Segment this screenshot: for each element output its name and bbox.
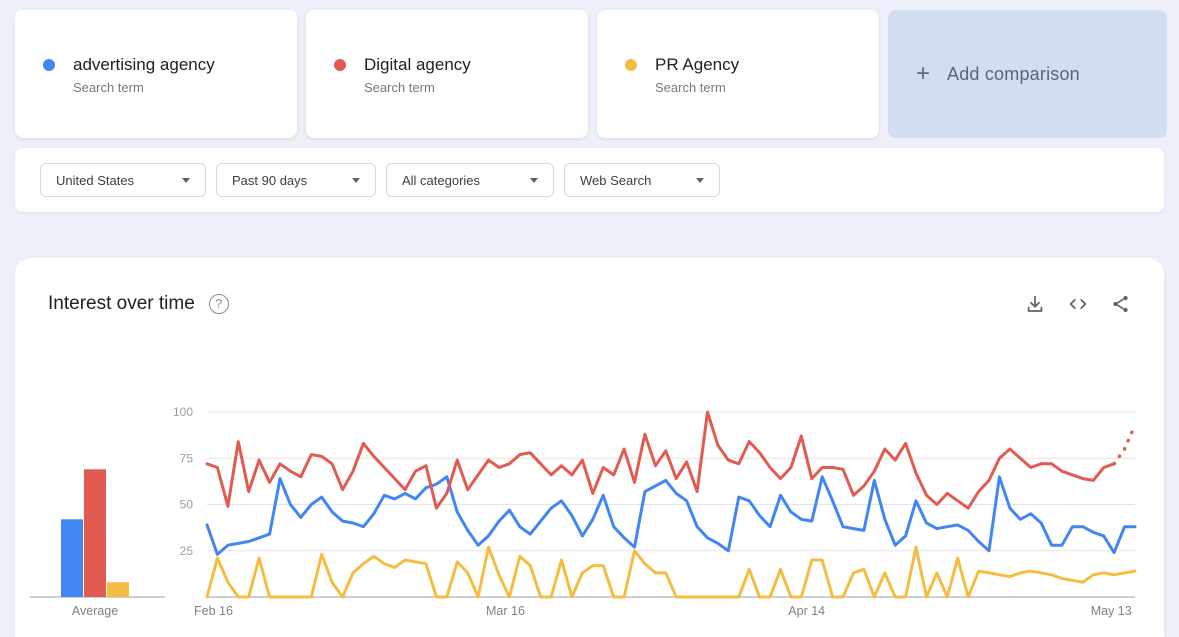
filters-bar: United States Past 90 days All categorie… <box>15 148 1164 212</box>
embed-button[interactable] <box>1065 291 1091 317</box>
filter-searchtype-dropdown[interactable]: Web Search <box>564 163 720 197</box>
x-axis-label: Mar 16 <box>486 604 525 618</box>
caret-down-icon <box>182 177 190 183</box>
panel-header: Interest over time ? <box>48 291 1134 317</box>
term-color-dot <box>43 58 55 71</box>
x-axis-label: Apr 14 <box>788 604 825 618</box>
term-card-advertising-agency[interactable]: advertising agency Search term <box>15 10 297 138</box>
line-pr-agency <box>205 545 1137 599</box>
term-type-label: Search term <box>655 79 726 95</box>
term-color-dot <box>625 58 637 71</box>
interest-over-time-panel: 25 50 75 100 Feb 16 Mar 16 Apr 14 May 13 Average… <box>15 258 1164 637</box>
term-label: advertising agency <box>73 54 215 74</box>
filter-region-dropdown[interactable]: United States <box>40 163 206 197</box>
panel-title: Interest over time <box>48 293 195 314</box>
filter-timerange-dropdown[interactable]: Past 90 days <box>216 163 376 197</box>
average-bar-advertising-agency <box>61 519 83 597</box>
add-comparison-button[interactable]: + Add comparison <box>888 10 1167 138</box>
comparison-terms-row: advertising agency Search term Digital a… <box>15 10 1167 138</box>
line-advertising-agency <box>205 475 1137 556</box>
line-digital-agency-partial-data <box>1112 423 1137 466</box>
term-type-label: Search term <box>73 79 144 95</box>
help-icon[interactable]: ? <box>208 294 229 314</box>
y-axis-label: 75 <box>180 451 194 465</box>
panel-actions <box>1022 291 1134 317</box>
add-comparison-label: Add comparison <box>947 63 1080 84</box>
y-axis-label: 50 <box>180 498 194 512</box>
share-button[interactable] <box>1108 291 1134 317</box>
term-card-pr-agency[interactable]: PR Agency Search term <box>597 10 879 138</box>
term-color-dot <box>334 58 346 71</box>
filter-timerange-value: Past 90 days <box>232 172 308 188</box>
filter-category-dropdown[interactable]: All categories <box>386 163 554 197</box>
download-button[interactable] <box>1022 291 1048 317</box>
average-bar-pr-agency <box>107 582 129 597</box>
term-label: PR Agency <box>655 54 740 74</box>
filter-region-value: United States <box>56 172 135 188</box>
filter-searchtype-value: Web Search <box>580 172 652 188</box>
line-digital-agency <box>205 410 1116 510</box>
share-icon <box>1113 295 1128 313</box>
caret-down-icon <box>352 177 360 183</box>
term-label: Digital agency <box>364 54 471 74</box>
y-axis-label: 100 <box>173 405 193 419</box>
caret-down-icon <box>696 177 704 183</box>
term-card-digital-agency[interactable]: Digital agency Search term <box>306 10 588 138</box>
embed-icon <box>1069 299 1087 309</box>
x-axis-label: Feb 16 <box>194 604 233 618</box>
y-axis-label: 25 <box>180 544 194 558</box>
average-label: Average <box>72 604 118 618</box>
filter-category-value: All categories <box>402 172 481 188</box>
interest-over-time-chart[interactable]: 25 50 75 100 Feb 16 Mar 16 Apr 14 May 13 Average <box>15 258 1164 637</box>
x-axis-label: May 13 <box>1091 604 1132 618</box>
term-type-label: Search term <box>364 79 435 95</box>
average-bar-digital-agency <box>84 469 106 597</box>
caret-down-icon <box>530 177 538 183</box>
download-icon <box>1027 295 1043 312</box>
plus-icon: + <box>916 60 931 87</box>
